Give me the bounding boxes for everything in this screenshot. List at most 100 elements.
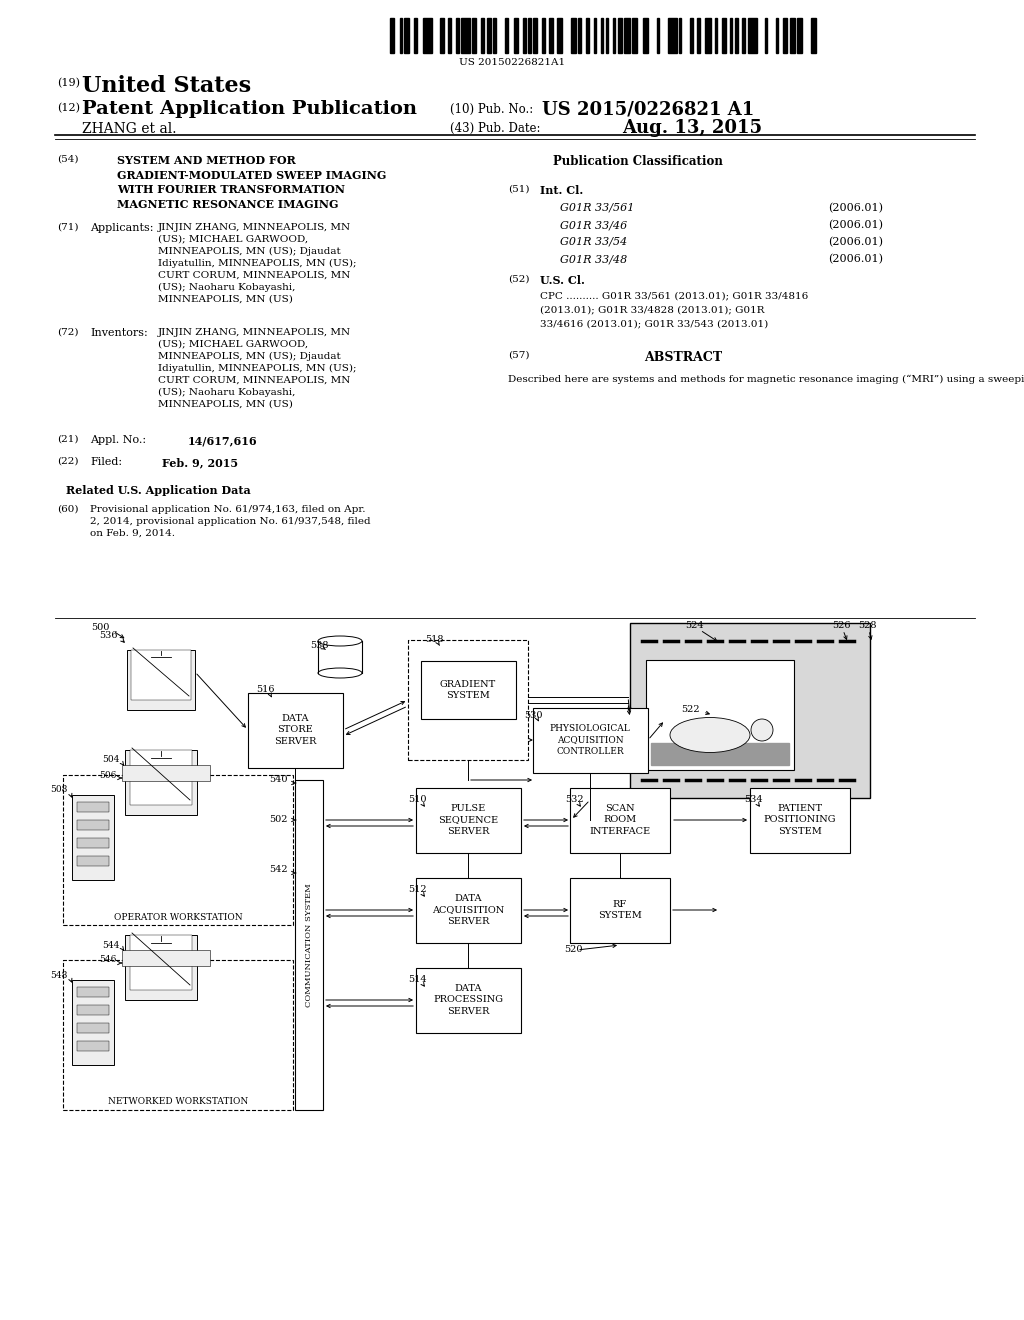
Text: 524: 524 <box>685 620 703 630</box>
Bar <box>122 950 210 966</box>
Text: CPC .......... G01R 33/561 (2013.01); G01R 33/4816: CPC .......... G01R 33/561 (2013.01); G0… <box>540 290 808 300</box>
Bar <box>657 18 659 53</box>
Text: 540: 540 <box>269 776 288 784</box>
Text: 522: 522 <box>681 705 700 714</box>
Bar <box>125 750 197 814</box>
Bar <box>601 18 603 53</box>
Text: (2013.01); G01R 33/4828 (2013.01); G01R: (2013.01); G01R 33/4828 (2013.01); G01R <box>540 305 765 314</box>
Bar <box>77 803 109 812</box>
Text: 502: 502 <box>269 816 288 825</box>
Text: Provisional application No. 61/974,163, filed on Apr.
2, 2014, provisional appli: Provisional application No. 61/974,163, … <box>90 506 371 537</box>
Bar <box>77 855 109 866</box>
Bar <box>651 743 790 766</box>
Text: SCAN
ROOM
INTERFACE: SCAN ROOM INTERFACE <box>590 804 650 836</box>
Text: G01R 33/54: G01R 33/54 <box>560 238 628 247</box>
Text: (43) Pub. Date:: (43) Pub. Date: <box>450 121 541 135</box>
Text: 514: 514 <box>408 975 427 985</box>
Bar <box>690 18 693 53</box>
Text: Publication Classification: Publication Classification <box>553 154 723 168</box>
Bar <box>630 623 870 797</box>
Text: (2006.01): (2006.01) <box>828 203 883 214</box>
Text: (12): (12) <box>57 103 80 114</box>
Text: 520: 520 <box>564 945 583 954</box>
Text: Patent Application Publication: Patent Application Publication <box>82 100 417 117</box>
Bar <box>776 18 778 53</box>
Bar <box>416 878 520 942</box>
Text: Applicants:: Applicants: <box>90 223 154 234</box>
Bar <box>586 18 589 53</box>
Text: 518: 518 <box>425 635 443 644</box>
Text: RF
SYSTEM: RF SYSTEM <box>598 900 642 920</box>
Bar <box>408 640 528 760</box>
Bar <box>456 18 459 53</box>
Bar <box>63 960 293 1110</box>
Text: 528: 528 <box>858 620 877 630</box>
Bar <box>750 788 850 853</box>
Bar <box>472 18 476 53</box>
Text: SYSTEM AND METHOD FOR
GRADIENT-MODULATED SWEEP IMAGING
WITH FOURIER TRANSFORMATI: SYSTEM AND METHOD FOR GRADIENT-MODULATED… <box>117 154 386 210</box>
Bar <box>399 18 402 53</box>
Text: (22): (22) <box>57 457 79 466</box>
Bar <box>77 1041 109 1051</box>
Text: (21): (21) <box>57 436 79 444</box>
Bar <box>414 18 418 53</box>
Bar <box>447 18 452 53</box>
Text: ZHANG et al.: ZHANG et al. <box>82 121 176 136</box>
Text: 510: 510 <box>408 796 427 804</box>
Text: (71): (71) <box>57 223 79 232</box>
Bar <box>697 18 699 53</box>
Bar <box>77 987 109 997</box>
Text: 536: 536 <box>99 631 118 640</box>
Bar <box>461 18 470 53</box>
Text: (51): (51) <box>508 185 529 194</box>
Text: Feb. 9, 2015: Feb. 9, 2015 <box>162 457 239 469</box>
Text: 532: 532 <box>565 796 584 804</box>
Bar <box>127 649 195 710</box>
Bar <box>706 18 711 53</box>
Bar <box>782 18 787 53</box>
Bar <box>77 1023 109 1034</box>
Text: U.S. Cl.: U.S. Cl. <box>540 275 585 286</box>
Bar <box>440 18 443 53</box>
Text: (52): (52) <box>508 275 529 284</box>
Text: (72): (72) <box>57 327 79 337</box>
Text: (2006.01): (2006.01) <box>828 238 883 247</box>
Bar <box>130 935 193 990</box>
Bar <box>77 1005 109 1015</box>
Bar <box>722 18 726 53</box>
Text: 506: 506 <box>99 771 117 780</box>
Text: 504: 504 <box>102 755 120 764</box>
Bar <box>617 18 622 53</box>
Text: DATA
PROCESSING
SERVER: DATA PROCESSING SERVER <box>433 985 503 1015</box>
Bar <box>72 795 114 880</box>
Text: G01R 33/48: G01R 33/48 <box>560 253 628 264</box>
Bar <box>416 968 520 1032</box>
Bar <box>542 18 546 53</box>
Bar <box>549 18 553 53</box>
Text: OPERATOR WORKSTATION: OPERATOR WORKSTATION <box>114 912 243 921</box>
Bar <box>527 18 531 53</box>
Bar <box>643 18 648 53</box>
Bar <box>534 18 537 53</box>
Text: Inventors:: Inventors: <box>90 327 147 338</box>
Bar <box>811 18 816 53</box>
Bar <box>791 18 795 53</box>
Text: Appl. No.:: Appl. No.: <box>90 436 146 445</box>
Bar <box>632 18 637 53</box>
Text: NETWORKED WORKSTATION: NETWORKED WORKSTATION <box>108 1097 248 1106</box>
Text: Related U.S. Application Data: Related U.S. Application Data <box>66 484 251 496</box>
Text: (19): (19) <box>57 78 80 88</box>
Text: 508: 508 <box>50 785 68 795</box>
Bar <box>748 18 757 53</box>
Bar <box>715 18 717 53</box>
Bar <box>668 18 677 53</box>
Text: 33/4616 (2013.01); G01R 33/543 (2013.01): 33/4616 (2013.01); G01R 33/543 (2013.01) <box>540 319 768 327</box>
Bar <box>579 18 582 53</box>
Text: 546: 546 <box>99 956 117 965</box>
Bar <box>295 780 323 1110</box>
Bar <box>594 18 596 53</box>
Text: PULSE
SEQUENCE
SERVER: PULSE SEQUENCE SERVER <box>438 804 498 836</box>
Bar <box>646 660 794 770</box>
Bar <box>570 878 670 942</box>
Bar <box>487 18 490 53</box>
